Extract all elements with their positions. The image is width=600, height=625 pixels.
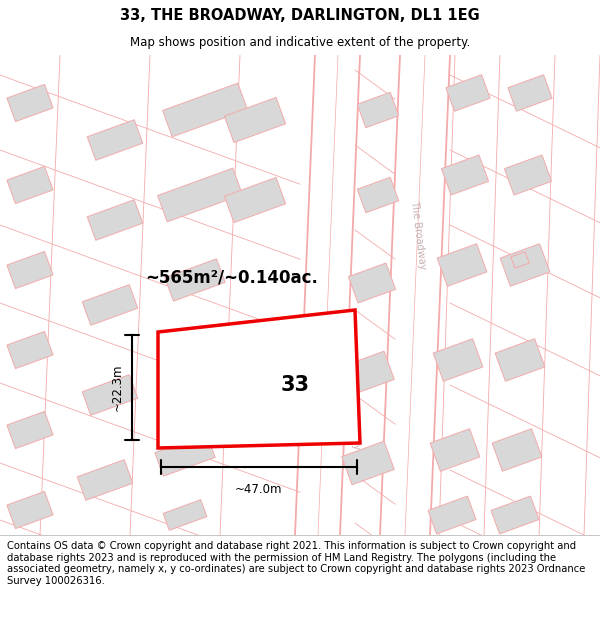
- Polygon shape: [163, 500, 207, 530]
- Polygon shape: [505, 155, 551, 195]
- Text: 33: 33: [281, 375, 310, 395]
- Polygon shape: [508, 75, 552, 111]
- Polygon shape: [442, 155, 488, 195]
- Polygon shape: [163, 83, 247, 137]
- Polygon shape: [437, 244, 487, 286]
- Polygon shape: [491, 496, 539, 534]
- Polygon shape: [342, 351, 394, 395]
- Text: ~22.3m: ~22.3m: [111, 364, 124, 411]
- Text: The Broadway: The Broadway: [343, 380, 361, 450]
- Text: 33, THE BROADWAY, DARLINGTON, DL1 1EG: 33, THE BROADWAY, DARLINGTON, DL1 1EG: [120, 8, 480, 23]
- Polygon shape: [87, 200, 143, 240]
- Polygon shape: [7, 84, 53, 122]
- Polygon shape: [495, 339, 545, 381]
- Polygon shape: [7, 331, 53, 369]
- Polygon shape: [7, 411, 53, 449]
- Polygon shape: [224, 98, 286, 142]
- Polygon shape: [77, 460, 133, 500]
- Polygon shape: [158, 310, 360, 448]
- Text: Map shows position and indicative extent of the property.: Map shows position and indicative extent…: [130, 36, 470, 49]
- Polygon shape: [357, 177, 399, 212]
- Polygon shape: [165, 259, 225, 301]
- Polygon shape: [342, 441, 394, 485]
- Polygon shape: [428, 496, 476, 534]
- Text: Contains OS data © Crown copyright and database right 2021. This information is : Contains OS data © Crown copyright and d…: [7, 541, 586, 586]
- Polygon shape: [7, 166, 53, 204]
- Polygon shape: [87, 120, 143, 160]
- Polygon shape: [82, 375, 138, 415]
- Polygon shape: [511, 252, 529, 268]
- Polygon shape: [500, 244, 550, 286]
- Polygon shape: [160, 344, 220, 386]
- Polygon shape: [446, 75, 490, 111]
- Polygon shape: [430, 429, 480, 471]
- Text: The Broadway: The Broadway: [409, 200, 427, 270]
- Polygon shape: [82, 285, 138, 325]
- Polygon shape: [158, 168, 242, 222]
- Text: ~47.0m: ~47.0m: [235, 483, 283, 496]
- Polygon shape: [349, 263, 395, 303]
- Polygon shape: [492, 429, 542, 471]
- Polygon shape: [7, 251, 53, 289]
- Polygon shape: [433, 339, 483, 381]
- Text: ~565m²/~0.140ac.: ~565m²/~0.140ac.: [145, 268, 318, 286]
- Polygon shape: [155, 434, 215, 476]
- Polygon shape: [7, 491, 53, 529]
- Polygon shape: [224, 177, 286, 222]
- Polygon shape: [357, 92, 399, 128]
